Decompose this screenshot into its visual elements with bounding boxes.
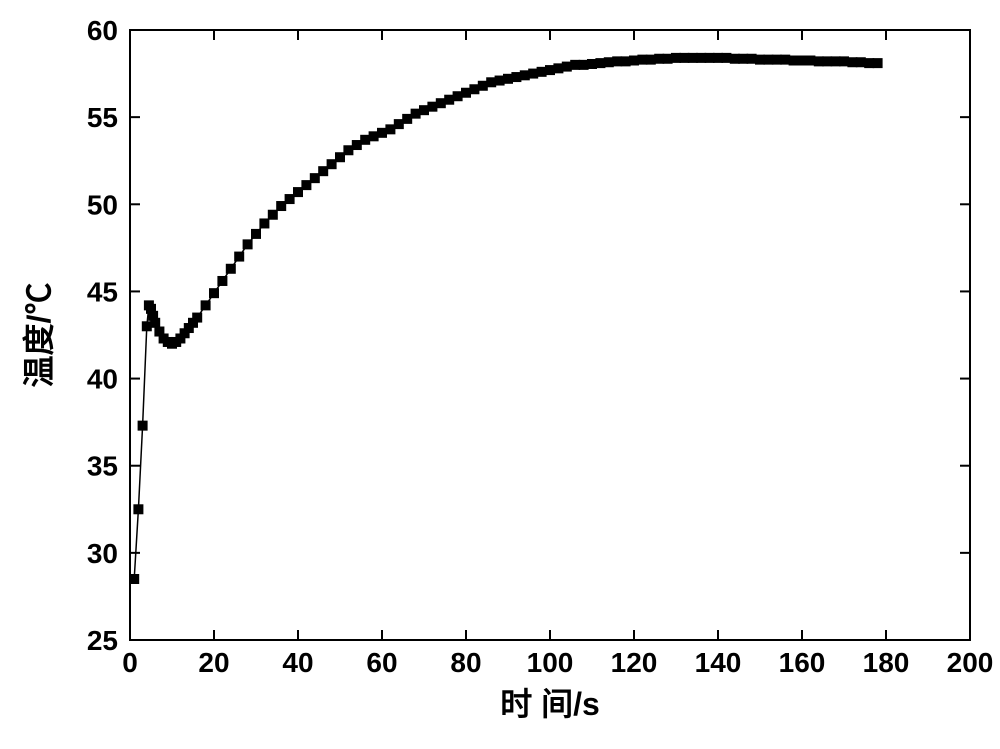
data-marker — [251, 229, 261, 239]
y-axis-label: 温度/℃ — [21, 283, 57, 388]
plot-frame — [130, 30, 970, 640]
x-tick-label: 60 — [366, 647, 397, 678]
y-tick-label: 25 — [87, 625, 118, 656]
chart-svg: 0 20 40 60 80 100 120 140 160 180 200 25 30 35 40 45 50 5… — [0, 0, 1000, 749]
data-marker — [234, 252, 244, 262]
data-line — [134, 58, 877, 579]
data-marker — [192, 313, 202, 323]
data-marker — [138, 421, 148, 431]
data-marker — [268, 210, 278, 220]
data-marker — [201, 300, 211, 310]
x-tick-label: 20 — [198, 647, 229, 678]
y-tick-label: 30 — [87, 538, 118, 569]
data-marker — [209, 288, 219, 298]
x-axis-label: 时 间/s — [500, 686, 600, 722]
y-tick-label: 50 — [87, 189, 118, 220]
data-marker — [873, 58, 883, 68]
data-marker — [129, 574, 139, 584]
x-tick-label: 200 — [947, 647, 994, 678]
y-tick-label: 35 — [87, 451, 118, 482]
x-tick-label: 180 — [863, 647, 910, 678]
x-tick-label: 140 — [695, 647, 742, 678]
data-marker — [133, 504, 143, 514]
data-marker — [150, 318, 160, 328]
x-tick-label: 0 — [122, 647, 138, 678]
x-tick-label: 80 — [450, 647, 481, 678]
y-tick-label: 55 — [87, 102, 118, 133]
x-tick-label: 160 — [779, 647, 826, 678]
x-tick-label: 40 — [282, 647, 313, 678]
y-tick-label: 40 — [87, 364, 118, 395]
chart-container: 0 20 40 60 80 100 120 140 160 180 200 25 30 35 40 45 50 5… — [0, 0, 1000, 749]
y-tick-label: 45 — [87, 276, 118, 307]
data-marker — [217, 276, 227, 286]
data-marker — [226, 264, 236, 274]
data-marker — [259, 218, 269, 228]
x-tick-label: 100 — [527, 647, 574, 678]
x-tick-label: 120 — [611, 647, 658, 678]
y-tick-label: 60 — [87, 15, 118, 46]
data-marker — [243, 239, 253, 249]
